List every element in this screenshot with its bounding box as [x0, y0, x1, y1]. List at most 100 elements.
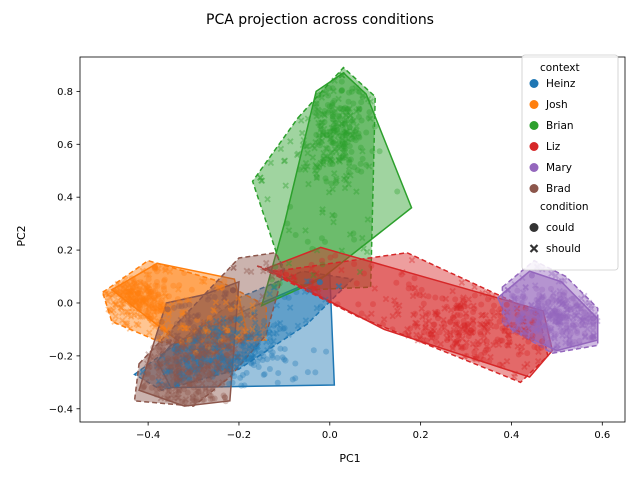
point: [167, 367, 174, 374]
point: [148, 316, 155, 324]
point: [450, 326, 458, 334]
y-tick-label: 0.8: [57, 87, 73, 98]
point: [514, 343, 521, 350]
point: [422, 311, 430, 319]
point: [326, 103, 333, 110]
point: [250, 325, 258, 333]
point: [226, 345, 233, 352]
point: [255, 363, 262, 370]
point: [546, 311, 553, 319]
point: [346, 159, 353, 166]
point: [327, 128, 334, 135]
point: [198, 332, 206, 340]
point: [460, 303, 467, 310]
point: [218, 381, 225, 388]
point: [197, 361, 204, 368]
point: [281, 325, 288, 332]
point: [502, 324, 510, 331]
point: [563, 315, 570, 322]
point: [163, 327, 170, 334]
point: [336, 142, 343, 149]
point: [315, 107, 323, 115]
point: [348, 118, 355, 125]
point: [312, 369, 319, 376]
point: [495, 341, 503, 348]
point: [127, 295, 134, 302]
point: [355, 130, 362, 137]
brad-legend-marker: [529, 184, 539, 193]
point: [330, 170, 338, 177]
point: [142, 378, 150, 386]
point: [334, 132, 341, 140]
point: [218, 358, 226, 365]
point: [229, 370, 236, 377]
point: [201, 350, 209, 358]
point: [462, 325, 469, 332]
point: [305, 278, 313, 285]
point: [259, 293, 266, 300]
point: [213, 353, 220, 360]
point: [292, 360, 299, 367]
point: [548, 285, 555, 292]
point: [344, 108, 351, 115]
point: [183, 296, 191, 304]
point: [190, 336, 197, 344]
point: [123, 322, 131, 329]
point: [475, 341, 482, 348]
point: [536, 307, 543, 314]
point: [267, 159, 275, 167]
point: [132, 296, 139, 303]
point: [198, 341, 205, 349]
point: [557, 319, 564, 326]
point: [230, 287, 237, 294]
point: [216, 342, 223, 349]
point: [266, 290, 274, 298]
point: [233, 354, 241, 362]
point: [147, 353, 154, 360]
point: [167, 368, 174, 375]
point: [511, 281, 518, 288]
point: [165, 339, 173, 346]
point: [172, 385, 179, 392]
point: [470, 309, 477, 316]
point: [130, 284, 137, 291]
point: [346, 231, 354, 238]
point: [178, 311, 186, 318]
point: [206, 314, 213, 321]
point: [155, 378, 162, 385]
point: [544, 303, 551, 310]
point: [270, 284, 278, 291]
point: [133, 297, 140, 304]
point: [559, 291, 566, 298]
point: [239, 338, 246, 345]
point: [180, 338, 188, 345]
point: [175, 387, 183, 394]
point: [136, 313, 144, 321]
point: [124, 311, 131, 319]
point: [112, 312, 119, 320]
point: [170, 395, 178, 402]
point: [194, 330, 201, 337]
point: [220, 355, 227, 363]
y-tick-label: 0.2: [57, 246, 73, 257]
point: [148, 289, 155, 296]
point: [584, 325, 591, 333]
point: [162, 267, 169, 274]
point: [144, 312, 151, 319]
point: [435, 315, 442, 322]
point: [185, 354, 192, 361]
point: [539, 315, 546, 322]
point: [349, 136, 356, 143]
point: [550, 289, 557, 297]
point: [502, 318, 510, 326]
point: [229, 346, 236, 354]
point: [199, 396, 206, 403]
point: [554, 345, 562, 352]
point: [173, 381, 180, 388]
point: [493, 323, 500, 330]
point: [313, 270, 320, 277]
point: [226, 380, 233, 387]
point: [316, 279, 323, 286]
point: [182, 396, 190, 403]
point: [213, 363, 220, 370]
